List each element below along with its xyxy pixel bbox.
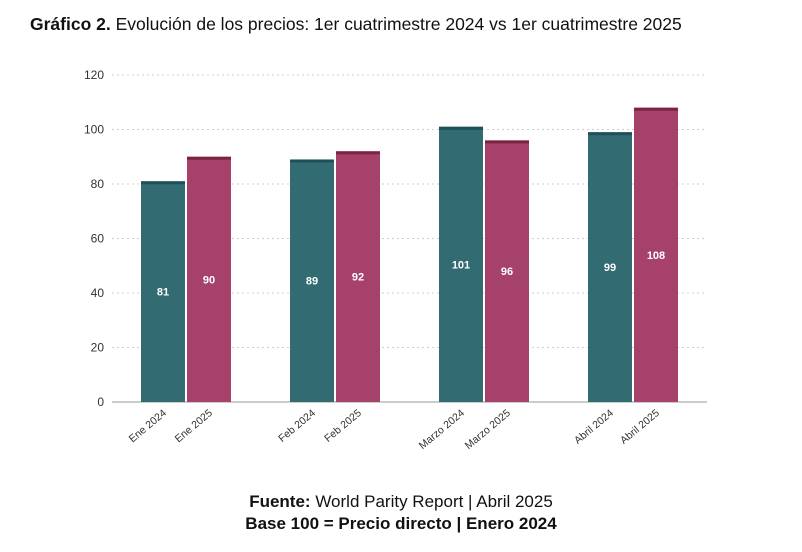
bar-value-label: 89 bbox=[306, 276, 318, 288]
bar-top-edge bbox=[588, 132, 632, 136]
x-tick-label: Abril 2025 bbox=[618, 407, 662, 447]
base-note: Base 100 = Precio directo | Enero 2024 bbox=[245, 514, 557, 533]
bar-top-edge bbox=[141, 181, 185, 185]
bar-top-edge bbox=[439, 126, 483, 130]
bar-top-edge bbox=[336, 151, 380, 155]
x-tick-label: Marzo 2025 bbox=[463, 407, 513, 452]
bar-value-label: 108 bbox=[647, 250, 665, 262]
x-tick-label: Ene 2024 bbox=[127, 407, 169, 445]
bar bbox=[439, 126, 483, 403]
bar-top-edge bbox=[290, 159, 334, 163]
bar bbox=[588, 132, 632, 402]
bar-value-label: 101 bbox=[452, 259, 470, 271]
chart-title-text: Evolución de los precios: 1er cuatrimest… bbox=[115, 14, 682, 34]
source-text: World Parity Report | Abril 2025 bbox=[315, 492, 553, 511]
bar-value-label: 99 bbox=[604, 262, 616, 274]
bar bbox=[634, 107, 678, 402]
x-tick-label: Ene 2025 bbox=[173, 407, 215, 445]
y-tick-label: 120 bbox=[84, 68, 104, 82]
x-tick-label: Feb 2024 bbox=[276, 407, 318, 445]
y-tick-label: 80 bbox=[91, 177, 105, 191]
source-label: Fuente: bbox=[249, 492, 311, 511]
source-note: Fuente: World Parity Report | Abril 2025 bbox=[0, 491, 802, 512]
x-tick-label: Feb 2025 bbox=[322, 407, 364, 445]
chart-title: Gráfico 2. Evolución de los precios: 1er… bbox=[30, 12, 790, 36]
bar bbox=[187, 156, 231, 402]
bar-top-edge bbox=[485, 140, 529, 144]
y-tick-label: 60 bbox=[91, 232, 105, 246]
y-tick-label: 0 bbox=[97, 395, 104, 409]
bar bbox=[290, 159, 334, 402]
bar bbox=[485, 140, 529, 402]
bar-value-label: 96 bbox=[501, 266, 513, 278]
bar bbox=[141, 181, 185, 402]
y-tick-label: 20 bbox=[91, 341, 105, 355]
bar-value-label: 81 bbox=[157, 287, 169, 299]
chart-title-prefix: Gráfico 2. bbox=[30, 14, 111, 34]
bar-top-edge bbox=[187, 156, 231, 160]
x-tick-label: Abril 2024 bbox=[572, 407, 616, 447]
x-tick-label: Marzo 2024 bbox=[417, 407, 467, 452]
y-tick-label: 40 bbox=[91, 286, 105, 300]
y-tick-label: 100 bbox=[84, 123, 104, 137]
bar-value-label: 92 bbox=[352, 272, 364, 284]
bar-value-label: 90 bbox=[203, 274, 215, 286]
bar-top-edge bbox=[634, 107, 678, 111]
bar bbox=[336, 151, 380, 402]
